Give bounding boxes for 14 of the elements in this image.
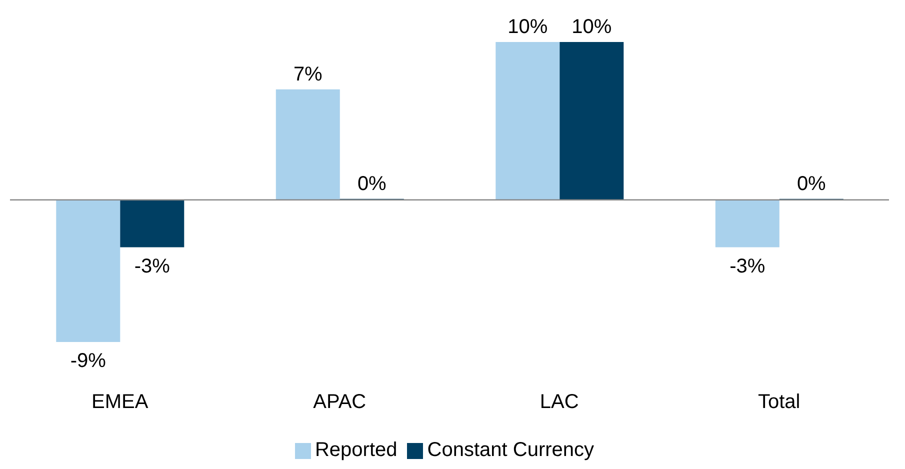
x-tick-label: EMEA xyxy=(92,391,149,414)
data-label: -3% xyxy=(730,255,766,278)
data-label: -9% xyxy=(70,350,106,372)
legend-label: Constant Currency xyxy=(427,439,594,461)
data-label: 7% xyxy=(293,63,323,86)
data-label: 10% xyxy=(572,16,612,38)
data-label: 10% xyxy=(508,16,548,38)
x-tick-label: APAC xyxy=(313,391,366,414)
data-label: 0% xyxy=(796,172,826,195)
data-label: 0% xyxy=(357,172,387,195)
x-tick-label: LAC xyxy=(540,391,579,414)
legend-label: Reported xyxy=(314,439,398,461)
data-label: -3% xyxy=(134,255,170,278)
x-tick-label: Total xyxy=(758,391,800,414)
